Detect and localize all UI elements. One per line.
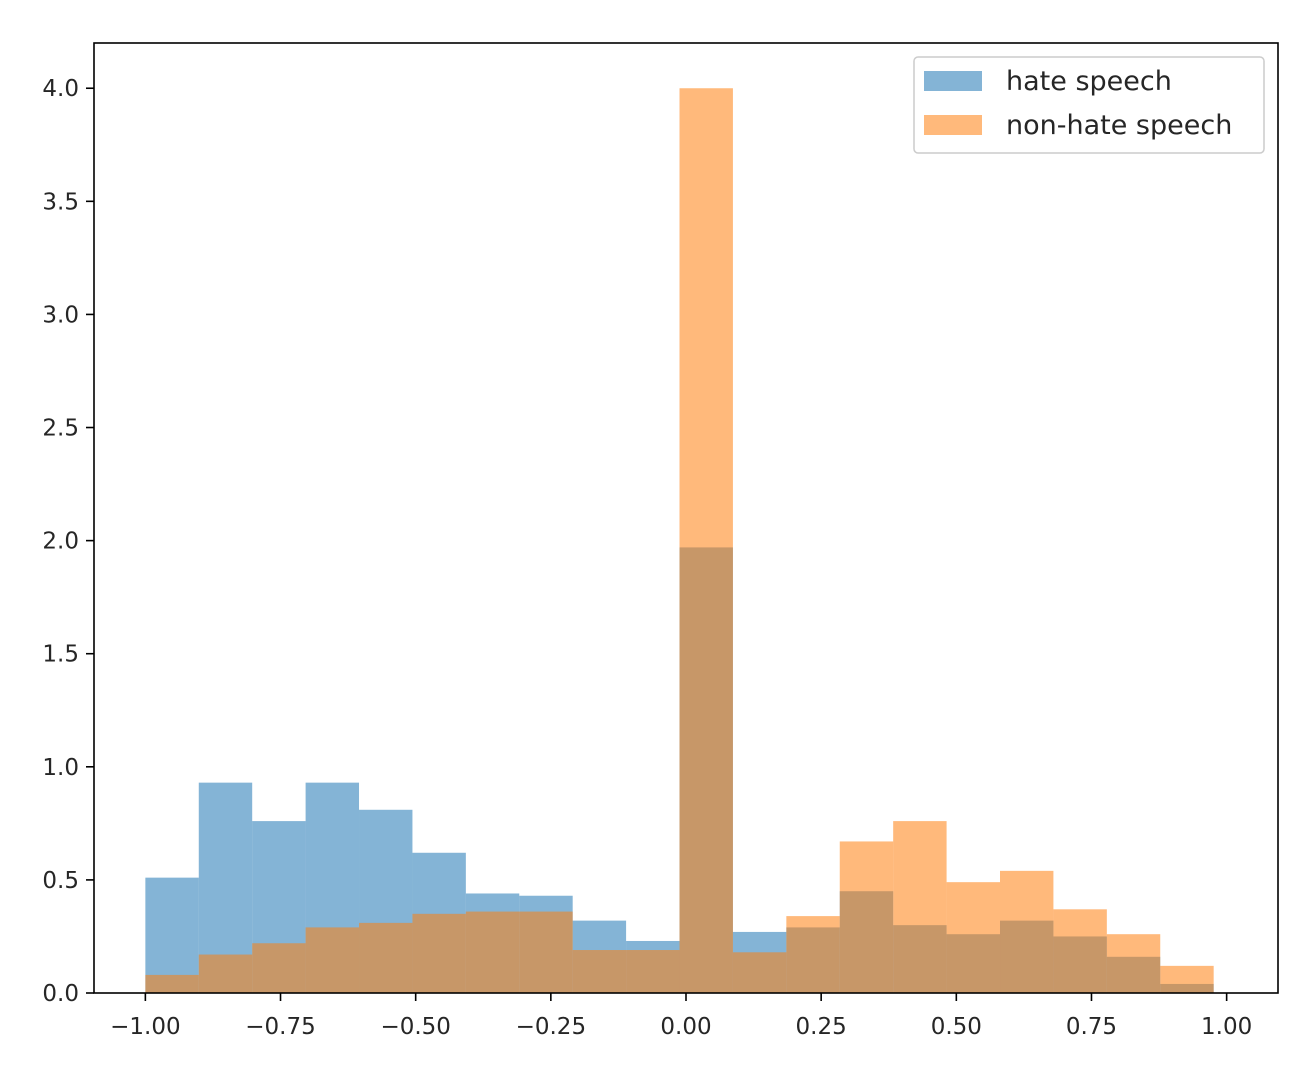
bar-s1-18 [1106,934,1161,993]
bars-layer [145,88,1214,993]
bar-s1-17 [1053,909,1107,993]
legend-swatch-0 [924,71,982,91]
x-tick-label-4: 0.00 [660,1014,711,1040]
y-tick-label-1: 0.5 [42,868,79,894]
x-tick-label-8: 1.00 [1201,1014,1252,1040]
bar-s1-14 [893,821,947,993]
bar-s1-12 [786,916,840,993]
bar-s0-0 [145,877,199,993]
bar-s1-15 [946,882,1001,993]
y-tick-label-5: 2.5 [42,416,79,442]
series-1 [145,88,1214,993]
legend-swatch-1 [924,115,982,135]
x-tick-label-0: −1.00 [110,1014,180,1040]
y-tick-label-8: 4.0 [42,76,79,102]
legend-box [913,56,1265,154]
axes-layer: −1.00 −0.75 −0.50 −0.25 0.00 0.25 0.50 0.75 1.00… [42,42,1279,1040]
bar-s1-1 [198,954,253,993]
y-tick-label-4: 2.0 [42,529,79,555]
bar-s1-4 [359,922,413,993]
x-tick-label-5: 0.25 [796,1014,847,1040]
x-tick-label-1: −0.75 [245,1014,315,1040]
bar-s1-9 [626,950,680,993]
y-tick-label-0: 0.0 [42,981,79,1007]
legend-label-0: hate speech [1006,66,1172,97]
bar-s1-7 [519,911,573,993]
bar-s1-2 [252,943,306,993]
bar-s1-19 [1160,965,1214,993]
legend: hate speech non-hate speech [913,56,1265,154]
y-tick-label-2: 1.0 [42,755,79,781]
y-tick-label-3: 1.5 [42,642,79,668]
x-tick-label-7: 0.75 [1066,1014,1117,1040]
bar-s1-0 [145,974,199,993]
y-tick-label-6: 3.0 [42,302,79,328]
bar-s1-11 [732,952,787,993]
y-tick-label-7: 3.5 [42,189,79,215]
bar-s1-5 [412,913,466,993]
x-tick-label-6: 0.50 [931,1014,982,1040]
bar-s1-10 [679,88,733,993]
x-tick-label-2: −0.50 [380,1014,450,1040]
bar-s1-6 [465,911,520,993]
bar-s1-3 [305,927,360,993]
bar-s1-13 [839,841,894,993]
bar-s1-16 [1000,870,1054,993]
legend-label-1: non-hate speech [1006,110,1232,141]
bar-s1-8 [572,950,627,993]
x-tick-label-3: −0.25 [516,1014,586,1040]
